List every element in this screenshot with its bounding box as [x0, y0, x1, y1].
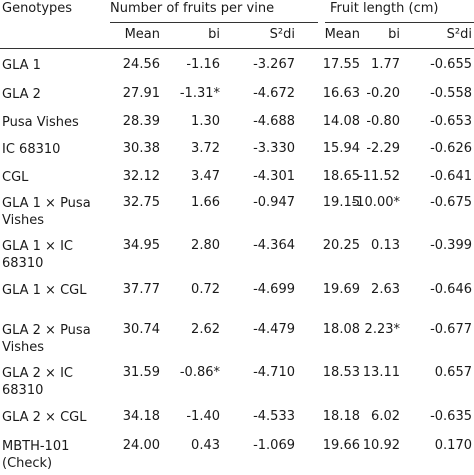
cell-fruits-bi: 1.30: [191, 114, 220, 129]
cell-fruits-bi: -0.86*: [179, 365, 220, 380]
cell-length-bi: 1.77: [371, 57, 400, 72]
subheader-s2di-2: S²di: [446, 27, 472, 42]
cell-length-mean: 15.94: [322, 141, 360, 156]
cell-fruits-bi: -1.40: [186, 409, 220, 424]
cell-length-bi: -11.52: [358, 169, 400, 184]
cell-length-bi: 13.11: [362, 365, 400, 380]
cell-fruits-s2di: -3.267: [253, 57, 295, 72]
cell-fruits-mean: 32.75: [122, 195, 160, 210]
header-fruit-length: Fruit length (cm): [330, 1, 439, 16]
cell-length-s2di: -0.655: [430, 57, 472, 72]
cell-fruits-s2di: -4.533: [253, 409, 295, 424]
cell-fruits-bi: 1.66: [191, 195, 220, 210]
cell-length-bi: -0.20: [366, 86, 400, 101]
row-genotype: GLA 1 × CGL: [2, 283, 87, 298]
cell-length-s2di: -0.558: [430, 86, 472, 101]
header-rule: [0, 48, 474, 49]
cell-fruits-bi: 2.80: [191, 238, 220, 253]
cell-length-bi: -0.80: [366, 114, 400, 129]
cell-fruits-s2di: -4.301: [253, 169, 295, 184]
group2-underline: [325, 22, 474, 23]
cell-length-mean: 18.08: [322, 322, 360, 337]
row-genotype: GLA 2 × Pusa Vishes: [2, 323, 91, 355]
cell-fruits-mean: 28.39: [122, 114, 160, 129]
cell-fruits-bi: 0.43: [191, 438, 220, 453]
cell-length-s2di: -0.399: [430, 238, 472, 253]
cell-fruits-s2di: -4.672: [253, 86, 295, 101]
cell-length-mean: 16.63: [322, 86, 360, 101]
cell-fruits-bi: 2.62: [191, 322, 220, 337]
cell-length-bi: 2.63: [371, 282, 400, 297]
cell-fruits-s2di: -4.479: [253, 322, 295, 337]
cell-length-s2di: -0.626: [430, 141, 472, 156]
cell-fruits-bi: 3.72: [191, 141, 220, 156]
row-genotype: GLA 1 × Pusa Vishes: [2, 196, 91, 228]
row-genotype: GLA 2: [2, 87, 41, 102]
subheader-bi-2: bi: [388, 27, 400, 42]
cell-length-s2di: 0.657: [434, 365, 472, 380]
cell-fruits-bi: 3.47: [191, 169, 220, 184]
cell-fruits-s2di: -1.069: [253, 438, 295, 453]
cell-fruits-mean: 37.77: [122, 282, 160, 297]
cell-fruits-mean: 24.56: [122, 57, 160, 72]
row-genotype: Pusa Vishes: [2, 115, 79, 130]
cell-fruits-mean: 24.00: [122, 438, 160, 453]
cell-fruits-bi: -1.16: [186, 57, 220, 72]
cell-fruits-bi: 0.72: [191, 282, 220, 297]
cell-fruits-mean: 34.18: [122, 409, 160, 424]
header-genotypes: Genotypes: [2, 1, 73, 16]
cell-fruits-s2di: -0.947: [253, 195, 295, 210]
row-genotype: GLA 2 × CGL: [2, 410, 87, 425]
cell-length-s2di: -0.635: [430, 409, 472, 424]
cell-length-s2di: -0.641: [430, 169, 472, 184]
row-genotype: CGL: [2, 170, 29, 185]
row-genotype: GLA 2 × IC 68310: [2, 366, 73, 398]
row-genotype: MBTH-101 (Check): [2, 439, 70, 471]
cell-fruits-mean: 30.38: [122, 141, 160, 156]
header-number-of-fruits: Number of fruits per vine: [110, 1, 275, 16]
cell-fruits-s2di: -4.699: [253, 282, 295, 297]
cell-length-bi: 0.13: [371, 238, 400, 253]
cell-length-mean: 17.55: [322, 57, 360, 72]
cell-length-mean: 14.08: [322, 114, 360, 129]
cell-fruits-mean: 27.91: [122, 86, 160, 101]
cell-length-bi: -10.00*: [351, 195, 400, 210]
cell-length-s2di: -0.653: [430, 114, 472, 129]
cell-length-mean: 19.69: [322, 282, 360, 297]
cell-length-s2di: -0.677: [430, 322, 472, 337]
cell-length-mean: 18.18: [322, 409, 360, 424]
cell-fruits-s2di: -3.330: [253, 141, 295, 156]
cell-length-bi: -2.29: [366, 141, 400, 156]
cell-length-mean: 18.65: [322, 169, 360, 184]
cell-fruits-mean: 32.12: [122, 169, 160, 184]
cell-length-mean: 19.66: [322, 438, 360, 453]
subheader-s2di-1: S²di: [269, 27, 295, 42]
row-genotype: GLA 1 × IC 68310: [2, 239, 73, 271]
cell-length-s2di: 0.170: [434, 438, 472, 453]
cell-fruits-mean: 31.59: [122, 365, 160, 380]
row-genotype: GLA 1: [2, 58, 41, 73]
cell-fruits-s2di: -4.364: [253, 238, 295, 253]
subheader-bi-1: bi: [208, 27, 220, 42]
subheader-mean-2: Mean: [324, 27, 360, 42]
cell-fruits-s2di: -4.710: [253, 365, 295, 380]
cell-fruits-mean: 30.74: [122, 322, 160, 337]
cell-length-bi: 2.23*: [364, 322, 400, 337]
row-genotype: IC 68310: [2, 142, 61, 157]
cell-fruits-bi: -1.31*: [179, 86, 220, 101]
cell-length-s2di: -0.646: [430, 282, 472, 297]
cell-fruits-mean: 34.95: [122, 238, 160, 253]
cell-length-mean: 20.25: [322, 238, 360, 253]
cell-length-bi: 10.92: [362, 438, 400, 453]
cell-length-bi: 6.02: [371, 409, 400, 424]
cell-length-s2di: -0.675: [430, 195, 472, 210]
group1-underline: [110, 22, 318, 23]
cell-length-mean: 19.15: [322, 195, 360, 210]
subheader-mean-1: Mean: [124, 27, 160, 42]
cell-length-mean: 18.53: [322, 365, 360, 380]
cell-fruits-s2di: -4.688: [253, 114, 295, 129]
